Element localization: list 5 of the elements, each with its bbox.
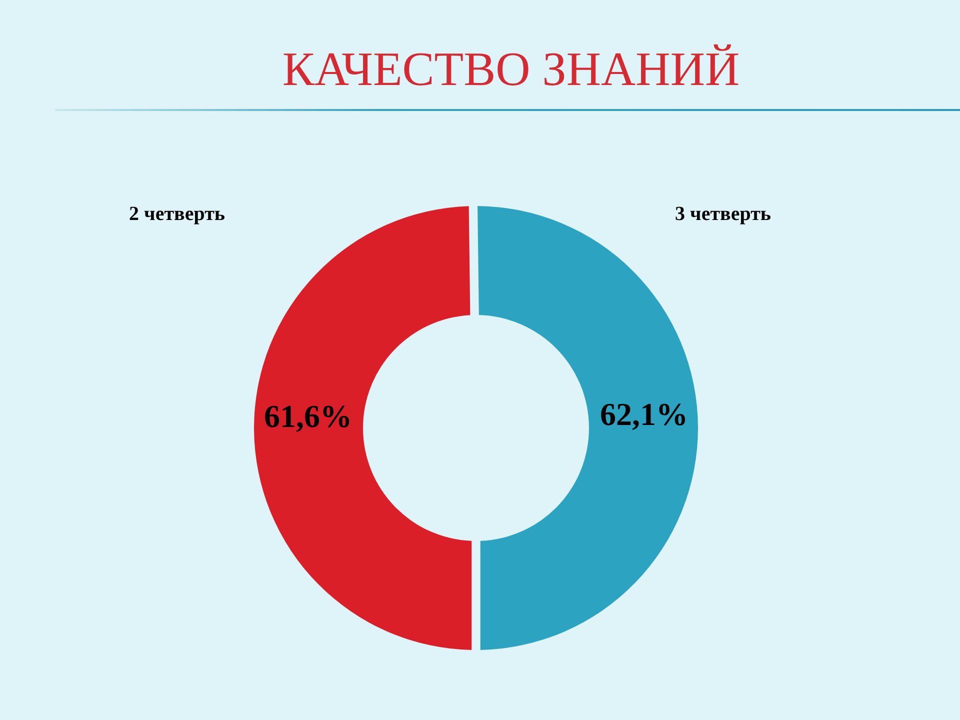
slice-label: 2 четверть (129, 203, 226, 225)
data-label: 61,6% (264, 398, 352, 434)
slice-label: 3 четверть (675, 203, 772, 225)
data-label: 62,1% (600, 396, 688, 432)
chart-title: КАЧЕСТВО ЗНАНИЙ (282, 43, 740, 96)
